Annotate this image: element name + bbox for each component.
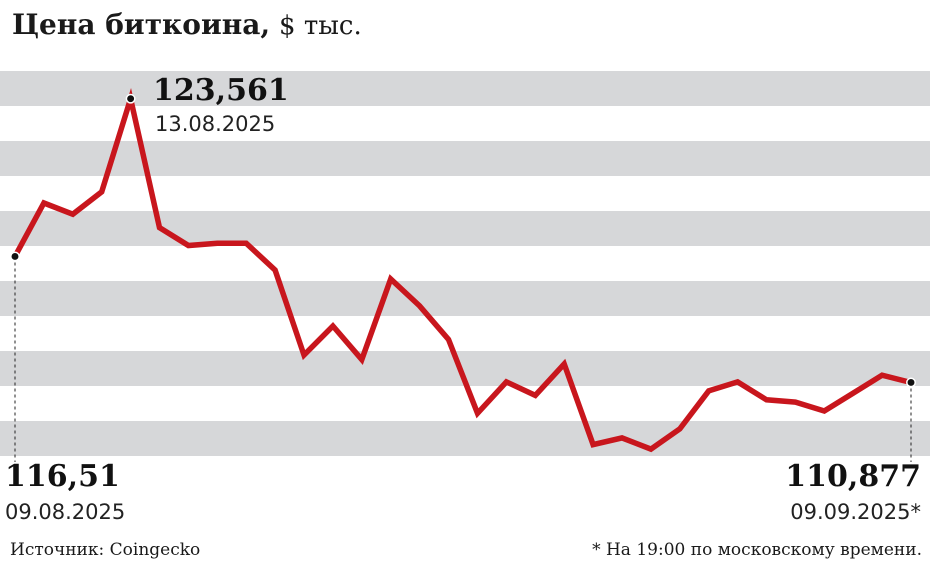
grid-band <box>0 71 930 106</box>
annotation-labels: 123,561 13.08.2025 116,51 09.08.2025 110… <box>5 73 921 524</box>
grid-band <box>0 141 930 176</box>
chart-title-unit: $ тыс. <box>279 11 362 41</box>
chart-title: Цена биткоина, $ тыс. <box>12 8 362 41</box>
start-value-label: 116,51 <box>5 459 120 494</box>
footnote: * На 19:00 по московскому времени. <box>592 540 922 560</box>
source-note: Источник: Coingecko <box>10 540 201 560</box>
max-marker <box>125 93 136 104</box>
max-date-label: 13.08.2025 <box>155 112 275 136</box>
end-marker <box>906 377 916 388</box>
grid-bands <box>0 71 930 456</box>
price-line <box>12 88 912 453</box>
chart-title-main: Цена биткоина, <box>12 8 271 41</box>
series-layer <box>10 88 916 453</box>
start-date-label: 09.08.2025 <box>5 500 125 524</box>
guide-lines <box>14 256 912 462</box>
max-value-label: 123,561 <box>153 73 289 108</box>
grid-band <box>0 281 930 316</box>
end-value-label: 110,877 <box>785 459 921 494</box>
start-marker <box>10 251 20 262</box>
end-date-label: 09.09.2025* <box>790 500 921 524</box>
grid-band <box>0 421 930 456</box>
grid-band <box>0 211 930 246</box>
